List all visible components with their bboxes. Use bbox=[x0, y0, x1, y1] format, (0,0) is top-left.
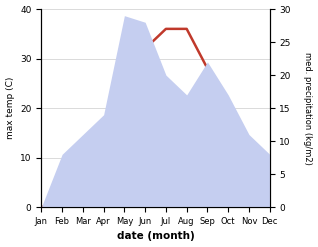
X-axis label: date (month): date (month) bbox=[117, 231, 194, 242]
Y-axis label: max temp (C): max temp (C) bbox=[5, 77, 15, 139]
Y-axis label: med. precipitation (kg/m2): med. precipitation (kg/m2) bbox=[303, 52, 313, 165]
